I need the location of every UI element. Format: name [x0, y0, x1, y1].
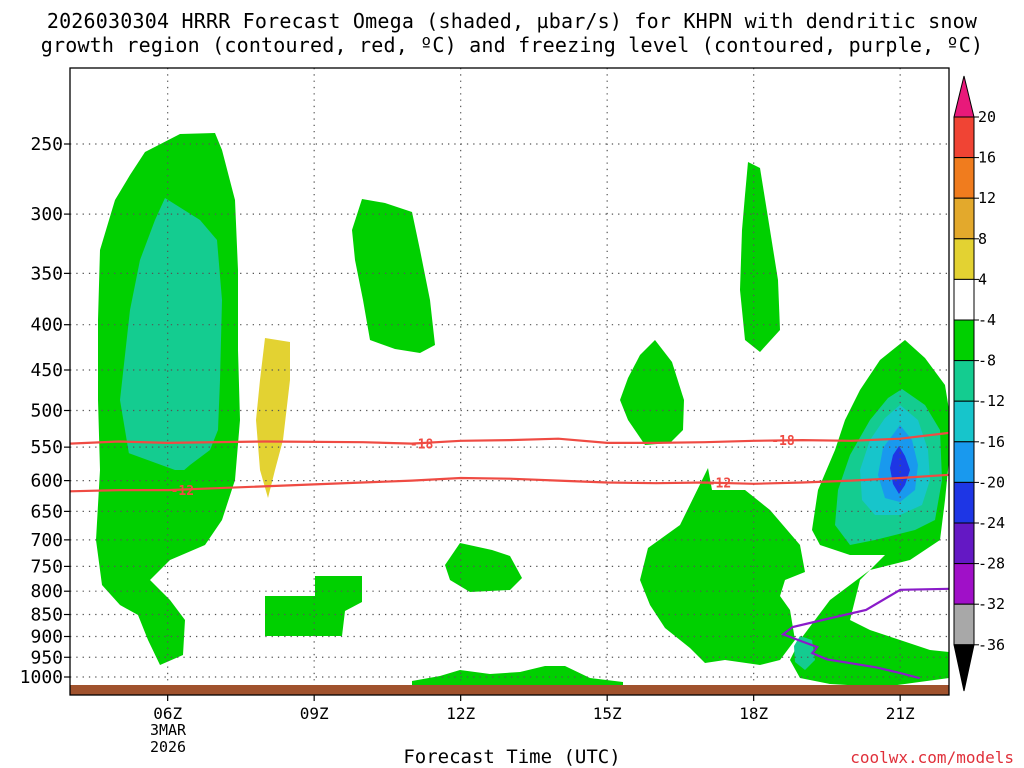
x-date-month-label: 3MAR: [149, 721, 187, 739]
dendritic-contour-m18: [70, 431, 949, 445]
x-tick-label-06Z: 06Z: [153, 704, 182, 723]
colorbar-band-0: [953, 116, 975, 159]
contour-label-m12-1: -12: [708, 477, 731, 492]
colorbar-bottom-arrow: [953, 644, 975, 692]
colorbar-band-2: [953, 197, 975, 240]
omega-shaded-regions: [96, 133, 949, 686]
y-tick-label-700: 700: [30, 530, 63, 551]
shade-green-1725-1830: [740, 162, 780, 352]
contour-label-m12-0: -12: [171, 484, 194, 499]
shade-green-0945-1120: [352, 199, 435, 353]
colorbar-band-1: [953, 157, 975, 199]
shade-green-0845-1030-low: [265, 576, 362, 636]
colorbar-label-6: -8: [978, 352, 996, 370]
colorbar-band-9: [953, 481, 975, 524]
colorbar-label-11: -28: [978, 555, 1005, 573]
colorbar-label-12: -32: [978, 595, 1005, 613]
y-tick-label-950: 950: [30, 647, 63, 668]
colorbar-band-4: [953, 278, 975, 321]
colorbar-label-9: -20: [978, 473, 1005, 491]
contour-lines: -18 -18 -12 -12: [70, 431, 949, 680]
colorbar-band-11: [953, 563, 975, 605]
colorbar-label-2: 12: [978, 189, 996, 207]
x-tick-label-12Z: 12Z: [446, 704, 475, 723]
y-tick-label-750: 750: [30, 556, 63, 577]
colorbar-label-0: 20: [978, 108, 996, 126]
colorbar-label-8: -16: [978, 433, 1005, 451]
colorbar-label-13: -36: [978, 636, 1005, 654]
colorbar-band-6: [953, 360, 975, 402]
colorbar-band-7: [953, 400, 975, 443]
y-tick-label-650: 650: [30, 501, 63, 522]
chart-title-line-2: growth region (contoured, red, ºC) and f…: [40, 33, 984, 57]
omega-colorbar: 20 16 12 8 4 -4 -8 -12 -16 -20 -24 -28 -32 -36: [953, 75, 1005, 692]
colorbar-label-5: -4: [978, 311, 996, 329]
shade-green-1530-1640: [620, 340, 684, 445]
plot-frame: [69, 67, 950, 696]
shade-green-sub-0600-b: [120, 450, 200, 495]
credit-link[interactable]: coolwx.com/models: [850, 748, 1014, 767]
colorbar-label-4: 4: [978, 270, 987, 288]
colorbar-band-10: [953, 522, 975, 565]
x-axis-title: Forecast Time (UTC): [403, 746, 621, 768]
shade-green-1100-1500-sfc: [412, 666, 623, 686]
x-tick-label-15Z: 15Z: [593, 704, 622, 723]
y-tick-label-800: 800: [30, 581, 63, 602]
y-tick-label-500: 500: [30, 401, 63, 422]
contour-label-m18-1: -18: [771, 434, 795, 449]
y-tick-label-900: 900: [30, 626, 63, 647]
colorbar-label-3: 8: [978, 230, 987, 248]
y-tick-label-550: 550: [30, 437, 63, 458]
y-tick-label-250: 250: [30, 134, 63, 155]
colorbar-label-10: -24: [978, 514, 1005, 532]
y-tick-label-600: 600: [30, 471, 63, 492]
x-axis-ticks: 06Z 09Z 12Z 15Z 18Z 21Z: [153, 695, 915, 723]
y-tick-label-300: 300: [30, 204, 63, 225]
x-tick-label-21Z: 21Z: [886, 704, 915, 723]
shade-yellow-ascent-0800: [256, 338, 290, 498]
chart-title-line-1: 2026030304 HRRR Forecast Omega (shaded, …: [46, 9, 978, 33]
shade-green-1550-1930-low: [640, 468, 805, 665]
colorbar-band-5: [953, 319, 975, 362]
shade-green-1145-1245: [445, 543, 522, 592]
y-tick-label-850: 850: [30, 605, 63, 626]
x-tick-label-18Z: 18Z: [739, 704, 768, 723]
colorbar-band-3: [953, 238, 975, 280]
shade-teal-core-0600: [120, 198, 222, 480]
y-tick-label-1000: 1000: [20, 667, 63, 688]
colorbar-band-8: [953, 441, 975, 483]
contour-label-m18-0: -18: [410, 438, 434, 453]
shade-darkblue-2100: [890, 446, 910, 494]
y-tick-label-450: 450: [30, 360, 63, 381]
y-tick-label-400: 400: [30, 315, 63, 336]
y-axis-ticks: 2503003504004505005506006507007508008509…: [20, 134, 70, 688]
colorbar-label-1: 16: [978, 149, 996, 167]
dendritic-contour-m12: [70, 473, 949, 493]
freezing-level-contour: [780, 587, 949, 680]
colorbar-band-12: [953, 603, 975, 646]
x-date-year-label: 2026: [149, 738, 187, 756]
colorbar-label-7: -12: [978, 392, 1005, 410]
x-tick-label-09Z: 09Z: [300, 704, 329, 723]
ground-surface: [70, 685, 949, 695]
colorbar-top-arrow: [953, 75, 975, 118]
y-tick-label-350: 350: [30, 263, 63, 284]
